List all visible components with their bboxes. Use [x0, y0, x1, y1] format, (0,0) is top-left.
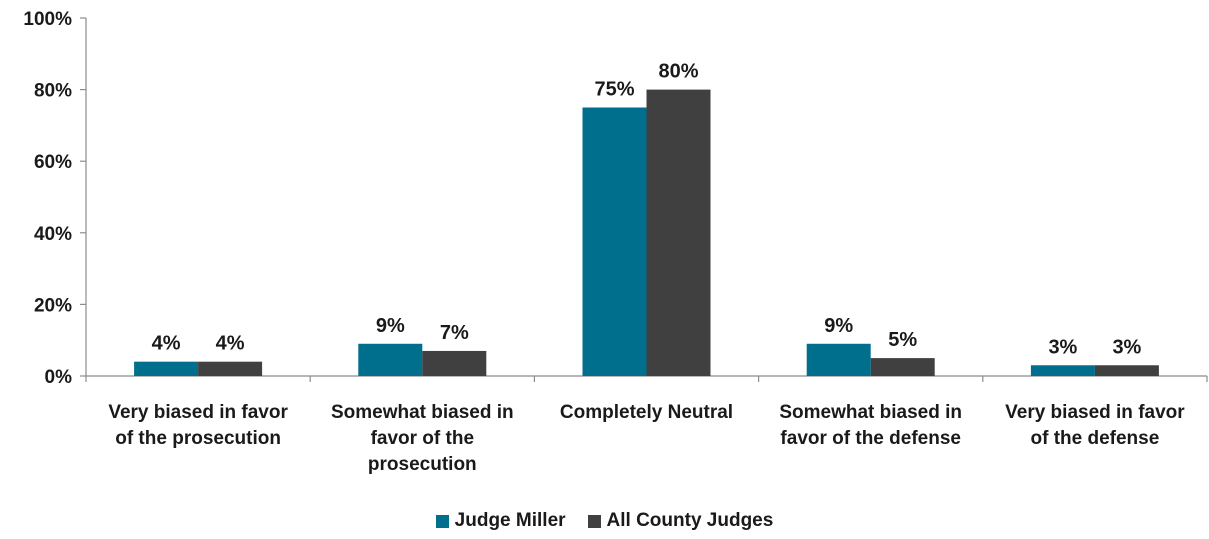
- data-label: 3%: [1048, 336, 1077, 358]
- legend-label: Judge Miller: [454, 510, 566, 531]
- x-category-label-line: of the prosecution: [115, 428, 281, 449]
- x-category-label: Completely Neutral: [560, 402, 733, 423]
- y-tick-label: 100%: [23, 9, 72, 30]
- y-tick-label: 80%: [34, 81, 72, 102]
- x-category-label-line: favor of the: [371, 428, 474, 449]
- x-category-label-line: of the defense: [1030, 428, 1159, 449]
- bar: [1030, 365, 1095, 376]
- x-category-label: Very biased in favor of the prosecution: [108, 402, 288, 449]
- data-label: 4%: [216, 333, 245, 355]
- bar: [806, 343, 871, 376]
- legend-item: Judge Miller: [435, 510, 566, 532]
- legend-label: All County Judges: [606, 510, 774, 531]
- data-label: 9%: [376, 315, 405, 337]
- x-category-label: Somewhat biased in favor of the defense: [779, 402, 962, 449]
- bar: [134, 361, 199, 376]
- data-label: 5%: [888, 329, 917, 351]
- x-category-label-line: prosecution: [368, 454, 477, 475]
- bar: [198, 361, 263, 376]
- x-category-label-line: Completely Neutral: [560, 402, 733, 423]
- bar: [646, 89, 711, 376]
- bar: [1094, 365, 1159, 376]
- y-tick-label: 0%: [45, 367, 73, 388]
- legend-swatch: [435, 514, 449, 528]
- bar: [870, 358, 935, 376]
- x-category-label: Somewhat biased in favor of the prosecutio…: [331, 402, 514, 475]
- legend-swatch: [587, 514, 601, 528]
- bar: [422, 350, 487, 376]
- x-category-label-line: Very biased in favor: [1005, 402, 1185, 423]
- x-category-label: Very biased in favor of the defense: [1005, 402, 1185, 449]
- legend-item: All County Judges: [587, 510, 774, 532]
- x-category-label-line: Somewhat biased in: [779, 402, 962, 423]
- y-tick-label: 20%: [34, 295, 72, 316]
- x-category-label-line: Very biased in favor: [108, 402, 288, 423]
- data-label: 80%: [658, 61, 698, 83]
- data-label: 4%: [152, 333, 181, 355]
- legend: Judge Miller All County Judges: [0, 510, 1209, 532]
- bar: [358, 343, 423, 376]
- data-label: 7%: [440, 322, 469, 344]
- y-tick-label: 40%: [34, 224, 72, 245]
- x-category-label-line: Somewhat biased in: [331, 402, 514, 423]
- y-tick-label: 60%: [34, 152, 72, 173]
- data-label: 3%: [1112, 336, 1141, 358]
- data-label: 9%: [824, 315, 853, 337]
- x-category-label-line: favor of the defense: [780, 428, 961, 449]
- data-label: 75%: [594, 79, 634, 101]
- bar: [582, 107, 647, 376]
